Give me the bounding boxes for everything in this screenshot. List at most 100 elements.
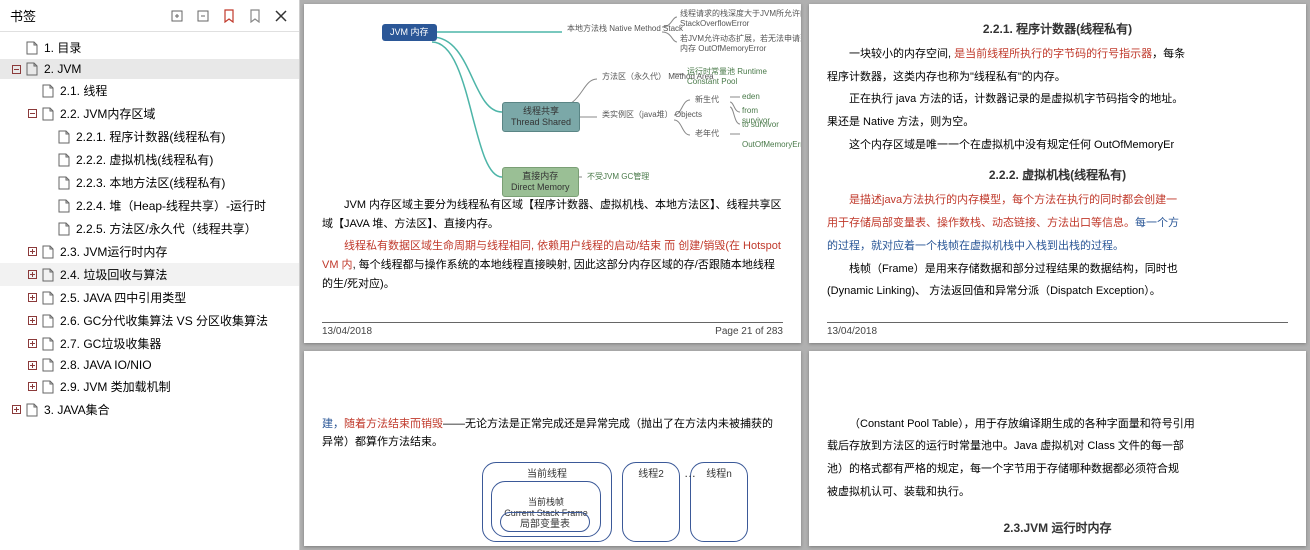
page-icon (41, 268, 55, 282)
body-paragraph: 正在执行 java 方法的话，计数器记录的是虚拟机字节码指令的地址。 (827, 90, 1288, 109)
thread-box-current: 当前线程 当前栈帧 Current Stack Frame 局部变量表 (482, 462, 612, 542)
bookmark-item[interactable]: 2.2.1. 程序计数器(线程私有) (0, 125, 299, 148)
bookmark-label: 1. 目录 (44, 39, 81, 56)
bookmark-outline-icon[interactable] (247, 8, 263, 24)
body-paragraph: 池）的格式都有严格的规定，每一个字节用于存储哪种数据都必须符合规 (827, 460, 1288, 479)
bookmark-label: 2.2.2. 虚拟机栈(线程私有) (76, 151, 213, 168)
bookmark-item[interactable]: 2.2.5. 方法区/永久代（线程共享） (0, 217, 299, 240)
thread-label: 当前线程 (485, 465, 609, 480)
expand-icon[interactable] (26, 381, 38, 393)
bookmark-label: 2.2.1. 程序计数器(线程私有) (76, 128, 225, 145)
bookmark-label: 2.4. 垃圾回收与算法 (60, 266, 167, 283)
bookmark-label: 2.9. JVM 类加载机制 (60, 378, 171, 395)
bookmark-icon[interactable] (221, 8, 237, 24)
body-paragraph: 被虚拟机认可、装载和执行。 (827, 483, 1288, 502)
collapse-icon[interactable] (10, 63, 22, 75)
close-icon[interactable] (273, 8, 289, 24)
diagram-node-direct: 直接内存 Direct Memory (502, 167, 579, 197)
page-icon (41, 291, 55, 305)
thread-box-n: 线程n (690, 462, 748, 542)
diagram-node-shared: 线程共享 Thread Shared (502, 102, 580, 132)
bookmark-label: 3. JAVA集合 (44, 401, 110, 418)
body-paragraph: 载后存放到方法区的运行时常量池中。Java 虚拟机对 Class 文件的每一部 (827, 437, 1288, 456)
body-paragraph: JVM 内存区域主要分为线程私有区域【程序计数器、虚拟机栈、本地方法区】、线程共… (322, 196, 783, 233)
bookmark-item[interactable]: 2.4. 垃圾回收与算法 (0, 263, 299, 286)
bookmark-item[interactable]: 2. JVM (0, 59, 299, 79)
page-footer: 13/04/2018 Page 21 of 283 (322, 322, 783, 337)
page-icon (57, 130, 71, 144)
bookmarks-sidebar: 书签 1. 目录 2. JVM 2.1. 线程 2.2. JVM内存区域 2.2.1. … (0, 0, 300, 550)
body-paragraph: 程序计数器，这类内存也称为"线程私有"的内存。 (827, 68, 1288, 87)
jvm-memory-diagram: JVM 内存 本地方法栈 Native Method Stack 线程请求的栈深… (322, 12, 783, 192)
bookmark-label: 2. JVM (44, 62, 81, 76)
page-icon (57, 222, 71, 236)
page-icon (25, 62, 39, 76)
page-icon (41, 107, 55, 121)
bookmark-item[interactable]: 2.5. JAVA 四中引用类型 (0, 286, 299, 309)
diagram-label: 线程请求的栈深度大于JVM所允许的深度 StackOverflowError (680, 9, 801, 28)
pdf-page: JVM 内存 本地方法栈 Native Method Stack 线程请求的栈深… (304, 4, 801, 343)
expand-all-icon[interactable] (169, 8, 185, 24)
bookmark-label: 2.5. JAVA 四中引用类型 (60, 289, 186, 306)
expand-icon[interactable] (26, 315, 38, 327)
bookmark-item[interactable]: 2.1. 线程 (0, 79, 299, 102)
bookmark-item[interactable]: 2.8. JAVA IO/NIO (0, 355, 299, 375)
bookmark-label: 2.2.5. 方法区/永久代（线程共享） (76, 220, 257, 237)
sidebar-title: 书签 (10, 6, 36, 25)
pdf-content-area: JVM 内存 本地方法栈 Native Method Stack 线程请求的栈深… (300, 0, 1310, 550)
diagram-label: 运行时常量池 Runtime Constant Pool (687, 67, 783, 86)
body-paragraph: 这个内存区域是唯一一个在虚拟机中没有规定任何 OutOfMemoryEr (827, 136, 1288, 155)
sidebar-header: 书签 (0, 0, 299, 32)
bookmark-item[interactable]: 2.2.4. 堆（Heap-线程共享）-运行时 (0, 194, 299, 217)
page-icon (41, 84, 55, 98)
body-paragraph: 的过程，就对应着一个栈帧在虚拟机栈中入栈到出栈的过程。 (827, 237, 1288, 256)
page-icon (41, 337, 55, 351)
expand-icon[interactable] (26, 338, 38, 350)
bookmark-item[interactable]: 2.2. JVM内存区域 (0, 102, 299, 125)
expand-icon[interactable] (10, 404, 22, 416)
local-vars-box: 局部变量表 (500, 512, 590, 532)
expand-icon[interactable] (26, 269, 38, 281)
diagram-label: 类实例区（java堆） Objects (602, 110, 702, 120)
bookmark-item[interactable]: 2.3. JVM运行时内存 (0, 240, 299, 263)
bookmark-item[interactable]: 2.7. GC垃圾收集器 (0, 332, 299, 355)
body-paragraph: 是描述java方法执行的内存模型，每个方法在执行的同时都会创建一 (827, 191, 1288, 210)
expand-icon[interactable] (26, 359, 38, 371)
diagram-label: OutOfMemoryError (742, 140, 801, 150)
page-date: 13/04/2018 (827, 326, 877, 337)
bookmark-label: 2.7. GC垃圾收集器 (60, 335, 161, 352)
diagram-label: 老年代 (695, 129, 719, 139)
collapse-icon[interactable] (26, 108, 38, 120)
body-paragraph: 一块较小的内存空间, 是当前线程所执行的字节码的行号指示器，每条 (827, 45, 1288, 64)
bookmark-item[interactable]: 3. JAVA集合 (0, 398, 299, 421)
diagram-label: eden (742, 92, 760, 102)
page-date: 13/04/2018 (322, 326, 372, 337)
page-icon (41, 245, 55, 259)
bookmark-item[interactable]: 2.2.2. 虚拟机栈(线程私有) (0, 148, 299, 171)
expand-icon[interactable] (26, 246, 38, 258)
body-paragraph: 栈帧（Frame）是用来存储数据和部分过程结果的数据结构，同时也 (827, 260, 1288, 279)
bookmark-label: 2.1. 线程 (60, 82, 107, 99)
bookmark-item[interactable]: 1. 目录 (0, 36, 299, 59)
expand-icon[interactable] (26, 292, 38, 304)
bookmark-label: 2.3. JVM运行时内存 (60, 243, 167, 260)
diagram-label: 若JVM允许动态扩展，若无法申请到足够内存 OutOfMemoryError (680, 34, 801, 53)
bookmark-item[interactable]: 2.6. GC分代收集算法 VS 分区收集算法 (0, 309, 299, 332)
body-paragraph: 建，随着方法结束而销毁——无论方法是正常完成还是异常完成（抛出了在方法内未被捕获… (322, 415, 783, 452)
section-heading: 2.3.JVM 运行时内存 (827, 519, 1288, 536)
page-icon (25, 403, 39, 417)
bookmark-item[interactable]: 2.9. JVM 类加载机制 (0, 375, 299, 398)
section-heading: 2.2.1. 程序计数器(线程私有) (827, 20, 1288, 37)
bookmark-label: 2.2.3. 本地方法区(线程私有) (76, 174, 225, 191)
diagram-node-jvm: JVM 内存 (382, 24, 437, 41)
diagram-label: 本地方法栈 Native Method Stack (567, 24, 683, 34)
diagram-label: to survivor (742, 120, 779, 130)
bookmark-label: 2.2. JVM内存区域 (60, 105, 155, 122)
pdf-page: 建，随着方法结束而销毁——无论方法是正常完成还是异常完成（抛出了在方法内未被捕获… (304, 351, 801, 547)
bookmark-item[interactable]: 2.2.3. 本地方法区(线程私有) (0, 171, 299, 194)
collapse-all-icon[interactable] (195, 8, 211, 24)
page-icon (41, 358, 55, 372)
page-icon (25, 41, 39, 55)
diagram-label: 新生代 (695, 95, 719, 105)
diagram-label: 不受JVM GC管理 (587, 172, 649, 182)
